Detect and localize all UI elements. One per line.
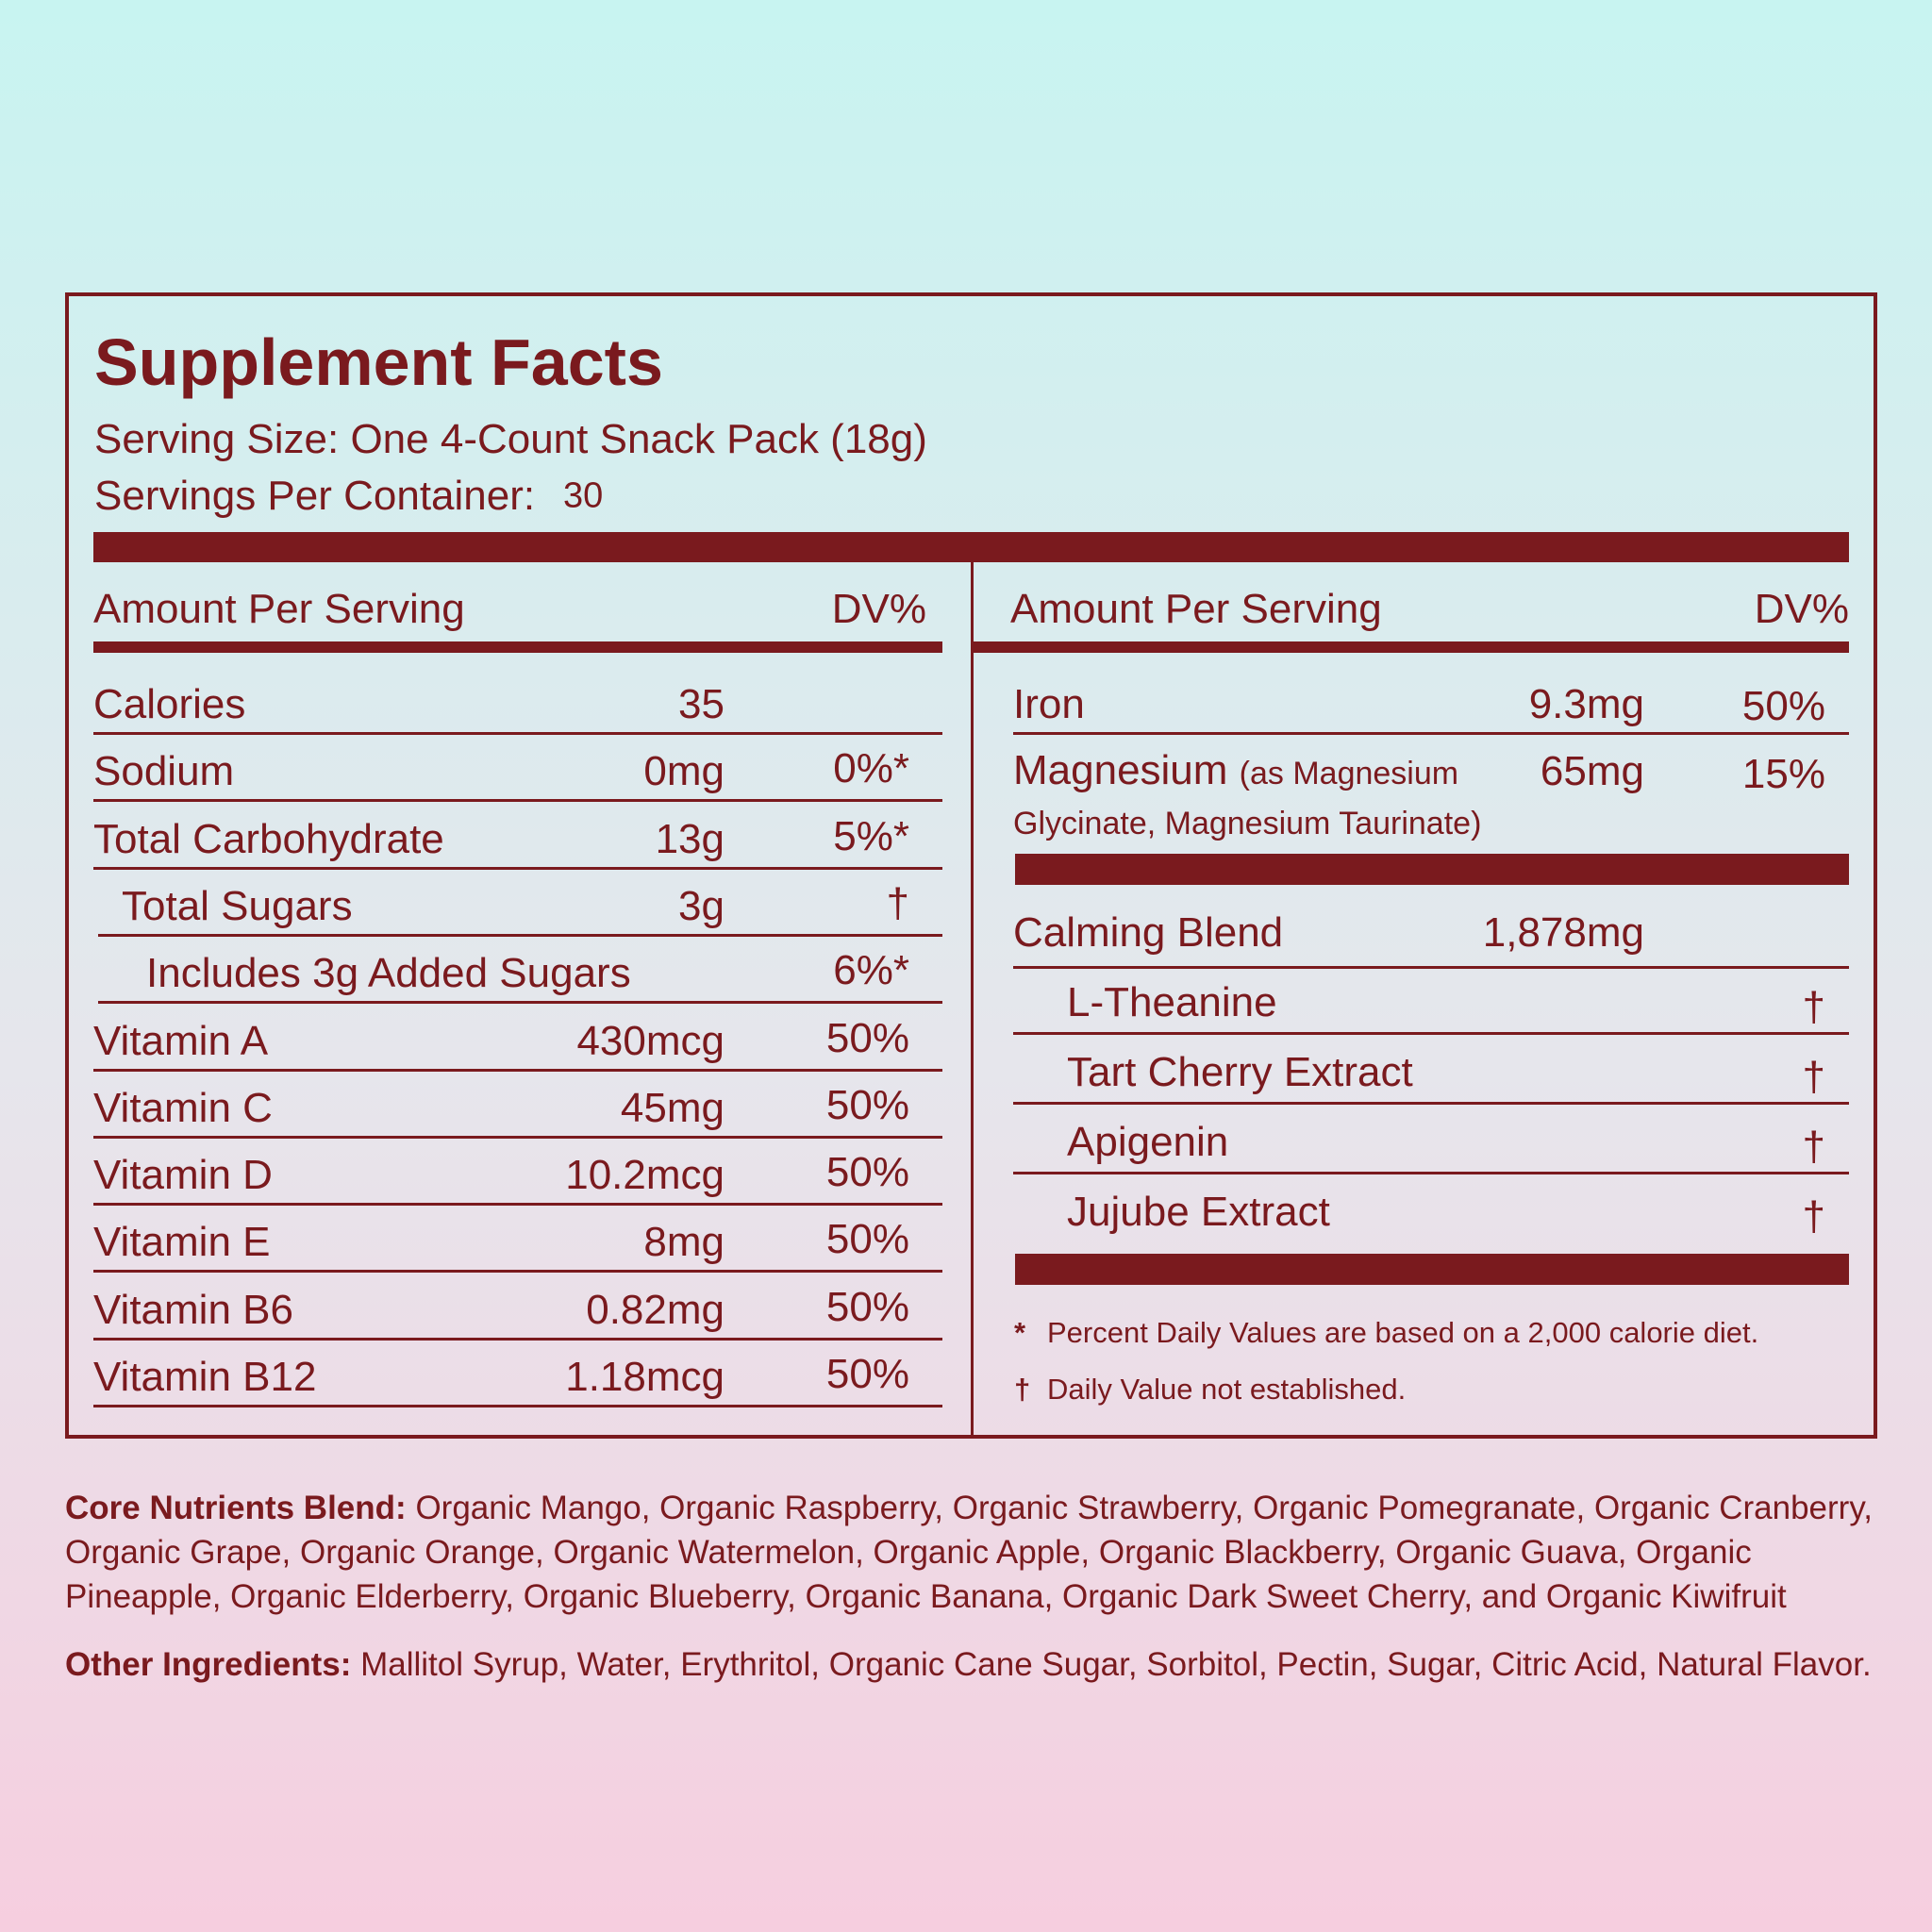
nutrient-amount: 65mg <box>1540 748 1644 794</box>
nutrient-name: Vitamin B6 <box>93 1286 293 1333</box>
footnote-mark: * <box>1014 1316 1026 1349</box>
row-rule <box>93 1405 942 1407</box>
header-rule <box>93 641 942 653</box>
servings-label: Servings Per Container: <box>94 473 536 519</box>
row-rule <box>1013 732 1849 735</box>
column-header: DV% <box>831 586 926 632</box>
title: Supplement Facts <box>94 325 663 399</box>
nutrient-amount: 8mg <box>643 1219 724 1266</box>
nutrient-amount: 45mg <box>620 1084 724 1131</box>
core-ingredients: Core Nutrients Blend: Organic Mango, Org… <box>65 1486 1876 1619</box>
nutrient-name: Vitamin B12 <box>93 1354 317 1400</box>
row-rule <box>93 1270 942 1274</box>
nutrient-name: Total Carbohydrate <box>93 815 444 862</box>
nutrient-name: Magnesium <box>1013 747 1228 793</box>
ingredient-label: Other Ingredients: <box>65 1646 352 1683</box>
row-rule <box>98 933 942 937</box>
row-rule <box>93 1135 942 1139</box>
nutrient-amount: 0.82mg <box>586 1286 724 1333</box>
nutrient-name: Includes 3g Added Sugars <box>146 950 631 997</box>
serving-size: Serving Size: One 4-Count Snack Pack (18… <box>94 416 927 462</box>
header-rule <box>974 641 1849 653</box>
nutrient-amount: 0mg <box>643 748 724 795</box>
nutrient-dv: 50% <box>825 1014 909 1061</box>
ingredient-text: Organic Mango, Organic Raspberry, Organi… <box>65 1490 1873 1615</box>
blend-item-dv: † <box>1802 984 1825 1030</box>
row-rule <box>93 1337 942 1341</box>
nutrient-dv: 0%* <box>833 745 909 792</box>
nutrient-name: Vitamin E <box>93 1219 271 1266</box>
blend-item: Jujube Extract <box>1067 1189 1330 1235</box>
nutrient-amount: 10.2mcg <box>565 1152 724 1199</box>
thick-rule <box>1015 1254 1849 1285</box>
nutrient-amount: 13g <box>655 815 724 862</box>
thick-rule <box>1015 854 1849 885</box>
nutrient-name: Vitamin D <box>93 1152 273 1199</box>
blend-amount: 1,878mg <box>1482 909 1644 956</box>
ingredient-text: Mallitol Syrup, Water, Erythritol, Organ… <box>360 1646 1872 1683</box>
row-rule <box>1013 966 1849 969</box>
nutrient-name: Vitamin C <box>93 1084 273 1131</box>
row-rule <box>93 866 942 870</box>
blend-name: Calming Blend <box>1013 909 1284 956</box>
nutrient-dv: 5%* <box>833 812 909 859</box>
nutrient-amount: 3g <box>678 882 724 929</box>
other-ingredients: Other Ingredients: Mallitol Syrup, Water… <box>65 1642 1876 1687</box>
column-header: Amount Per Serving <box>1010 586 1382 632</box>
footnote-text: Percent Daily Values are based on a 2,00… <box>1047 1316 1759 1349</box>
nutrient-dv: 50% <box>1741 683 1825 729</box>
row-rule <box>1013 1032 1849 1035</box>
magnesium-name: Magnesium (as Magnesium Glycinate, Magne… <box>1013 747 1523 847</box>
nutrient-name: Calories <box>93 681 246 727</box>
servings-value: 30 <box>563 475 604 516</box>
nutrient-amount: 9.3mg <box>1528 681 1644 727</box>
facts-box <box>65 292 1877 1439</box>
row-rule <box>93 732 942 735</box>
nutrient-dv: 50% <box>825 1283 909 1330</box>
blend-item-dv: † <box>1802 1054 1825 1100</box>
row-rule <box>98 1001 942 1005</box>
column-header: Amount Per Serving <box>93 586 465 632</box>
column-header: DV% <box>1754 586 1849 632</box>
nutrient-dv: 50% <box>825 1081 909 1128</box>
row-rule <box>1013 1102 1849 1105</box>
row-rule <box>1013 1172 1849 1174</box>
nutrient-dv: 50% <box>825 1149 909 1196</box>
footnote-text: Daily Value not established. <box>1047 1373 1407 1406</box>
nutrient-note: (as Magnesium Glycinate, Magnesium Tauri… <box>1013 756 1482 841</box>
blend-item: Apigenin <box>1067 1119 1229 1165</box>
column-divider <box>971 562 974 1435</box>
row-rule <box>93 799 942 803</box>
footnote-mark: † <box>1014 1373 1031 1406</box>
nutrient-dv: 15% <box>1741 751 1825 797</box>
nutrient-name: Iron <box>1013 681 1085 727</box>
nutrient-amount: 35 <box>678 681 724 727</box>
nutrient-dv: 50% <box>825 1351 909 1397</box>
blend-item-dv: † <box>1802 1193 1825 1240</box>
nutrient-name: Total Sugars <box>122 882 353 929</box>
nutrient-amount: 430mcg <box>576 1017 724 1064</box>
nutrient-dv: † <box>886 879 909 926</box>
nutrient-name: Sodium <box>93 748 235 795</box>
row-rule <box>93 1203 942 1207</box>
row-rule <box>93 1068 942 1072</box>
nutrient-dv: 50% <box>825 1216 909 1263</box>
blend-item: L-Theanine <box>1067 979 1277 1025</box>
nutrient-amount: 1.18mcg <box>565 1354 724 1400</box>
blend-item-dv: † <box>1802 1124 1825 1170</box>
thick-rule <box>93 532 1849 562</box>
nutrient-name: Vitamin A <box>93 1017 269 1064</box>
ingredient-label: Core Nutrients Blend: <box>65 1490 407 1526</box>
nutrient-dv: 6%* <box>833 947 909 994</box>
blend-item: Tart Cherry Extract <box>1067 1049 1413 1095</box>
